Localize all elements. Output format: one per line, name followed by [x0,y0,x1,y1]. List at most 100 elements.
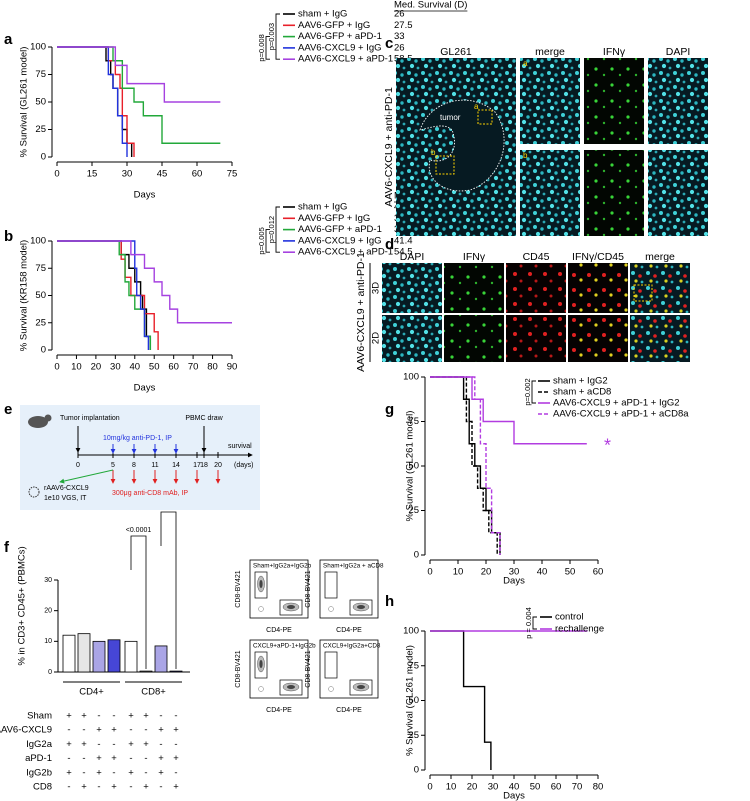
table-sign: - [97,782,100,793]
x-tick-label: 30 [110,362,121,373]
virus-label: 1e10 VGS, IT [44,495,87,502]
table-sign: - [82,767,85,778]
table-row-label: CD8 [33,782,52,793]
table-sign: + [143,782,149,793]
y-tick-label: 25 [35,124,46,135]
flow-population [357,605,365,609]
y-tick-label: 100 [30,42,46,53]
legend-label: AAV6-GFP + aPD-1 [298,224,382,235]
table-row-label: AAV6-CXCL9 [0,725,52,736]
survival-curve [57,240,150,350]
timeline-day: 11 [151,462,158,469]
table-sign: - [144,767,147,778]
table-sign: - [97,711,100,722]
timeline-day: 14 [172,462,180,469]
inset-box [633,284,653,302]
p-value: p=0.003 [267,23,276,50]
significance-marker: * [604,436,611,456]
timeline-day: 20 [214,462,222,469]
table-sign: + [128,767,134,778]
x-axis-label: Days [134,190,156,201]
column-title: DAPI [400,251,425,263]
y-tick-label: 10 [44,638,52,645]
x-tick-label: 40 [129,362,140,373]
antipd1-label: 10mg/kg anti-PD-1, IP [103,435,172,442]
flow-y-label: CD8-BV421 [235,650,242,687]
flow-population [259,660,263,668]
y-tick-label: 20 [44,608,52,615]
table-sign: + [111,753,117,764]
panel-label: d [385,236,394,253]
table-sign: - [144,753,147,764]
column-title: merge [535,46,565,58]
legend-label: sham + aCD8 [553,387,611,398]
legend-label: sham + IgG2 [553,376,608,387]
tumor-label: tumor [440,113,461,122]
survival-curve [57,240,159,350]
x-tick-label: 60 [192,169,203,180]
x-tick-label: 45 [157,169,168,180]
table-sign: + [66,767,72,778]
gate [349,599,373,616]
x-tick-label: 40 [509,782,520,793]
table-sign: - [129,725,132,736]
y-tick-label: 0 [414,550,419,561]
median-survival: 27.5 [394,20,413,31]
inset-box [435,155,455,175]
row-label: 2D [371,332,382,344]
table-sign: - [82,725,85,736]
panel-label: f [4,539,10,556]
column-title: GL261 [440,46,472,58]
column-title: IFNγ/CD45 [572,251,624,263]
legend-label: sham + IgG [298,9,347,20]
table-sign: + [111,782,117,793]
x-tick-label: 70 [572,782,583,793]
bar [77,633,91,673]
x-tick-label: 50 [530,782,541,793]
micrograph [648,150,708,236]
mouse-icon [28,416,48,428]
survival-curve [430,376,501,555]
table-sign: + [173,782,179,793]
y-tick-label: 30 [44,577,52,584]
x-tick-label: 80 [207,362,218,373]
x-tick-label: CD8+ [141,687,166,698]
p-bracket [532,616,537,630]
timeline-day: 17 [193,462,201,469]
legend-label: AAV6-CXCL9 + IgG [298,42,382,53]
p-value: p=0.002 [523,378,532,405]
median-survival: 54.5 [394,247,413,258]
gate [324,651,338,679]
y-axis-label: % Survival (KR158 model) [19,240,30,351]
p-bracket [275,206,280,253]
table-row-label: Sham [27,711,52,722]
y-tick-label: 75 [408,416,419,427]
table-sign: - [159,782,162,793]
p-value: <0.0001 [126,527,152,534]
legend-label: AAV6-CXCL9 + aPD-1 [298,247,393,258]
micrograph [520,58,580,144]
bar [62,634,76,673]
pbmc-label: PBMC draw [185,415,223,422]
inset-label: a [523,59,528,68]
x-tick-label: 60 [551,782,562,793]
x-tick-label: 30 [488,782,499,793]
x-tick-label: 70 [188,362,199,373]
micrograph [568,315,628,362]
y-tick-label: 50 [408,695,419,706]
survival-curve [430,376,498,555]
table-sign: - [159,711,162,722]
flow-plot-title: CXCL9+IgG2a+CD8 [323,643,381,650]
table-sign: + [111,725,117,736]
micrograph [584,58,644,144]
legend-label: AAV6-CXCL9 + aPD-1 + aCD8a [553,409,689,420]
table-sign: - [67,725,70,736]
timeline-day: 0 [76,462,80,469]
table-sign: - [82,753,85,764]
row-label: AAV6-CXCL9 + anti-PD-1 [355,252,367,372]
survival-curve [57,240,232,324]
y-tick-label: 0 [414,765,419,776]
tumor-outline [419,99,505,192]
legend-label: sham + IgG [298,202,347,213]
